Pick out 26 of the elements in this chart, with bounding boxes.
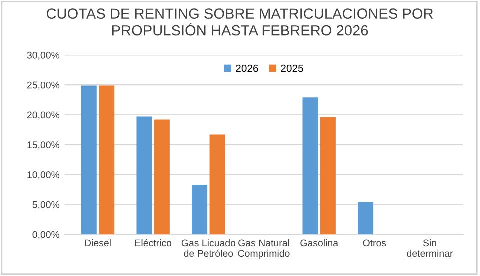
chart-title: CUOTAS DE RENTING SOBRE MATRICULACIONES POR PROPULSIÓN HASTA FEBRERO 2026 <box>46 8 434 36</box>
x-tick-label: Gas Natural Comprimido <box>238 239 290 259</box>
y-tick-label: 15,00% <box>28 142 60 150</box>
x-tick-label: Diesel <box>85 239 111 247</box>
bar <box>154 120 170 235</box>
y-tick-label: 10,00% <box>28 172 60 180</box>
y-tick-label: 30,00% <box>27 52 60 60</box>
x-tick-label: Eléctrico <box>135 239 172 247</box>
x-tick-label: Sin determinar <box>407 239 454 258</box>
y-tick-label: 0,00% <box>32 231 60 240</box>
y-tick-label: 25,00% <box>27 82 60 90</box>
x-tick-label: Gas Licuado de Petróleo <box>182 239 236 258</box>
bar <box>358 202 374 235</box>
legend-label: 2025 <box>281 64 304 72</box>
x-tick-label: Otros <box>363 240 386 247</box>
bar <box>302 98 318 235</box>
bar <box>99 86 115 235</box>
bar <box>81 86 97 235</box>
bar <box>136 116 152 235</box>
y-tick-label: 20,00% <box>27 112 60 120</box>
bar <box>320 117 336 235</box>
bar <box>192 184 208 235</box>
bar <box>210 134 226 235</box>
legend-label: 2026 <box>236 64 258 72</box>
x-tick-label: Gasolina <box>300 239 339 247</box>
y-tick-label: 5,00% <box>32 201 60 210</box>
